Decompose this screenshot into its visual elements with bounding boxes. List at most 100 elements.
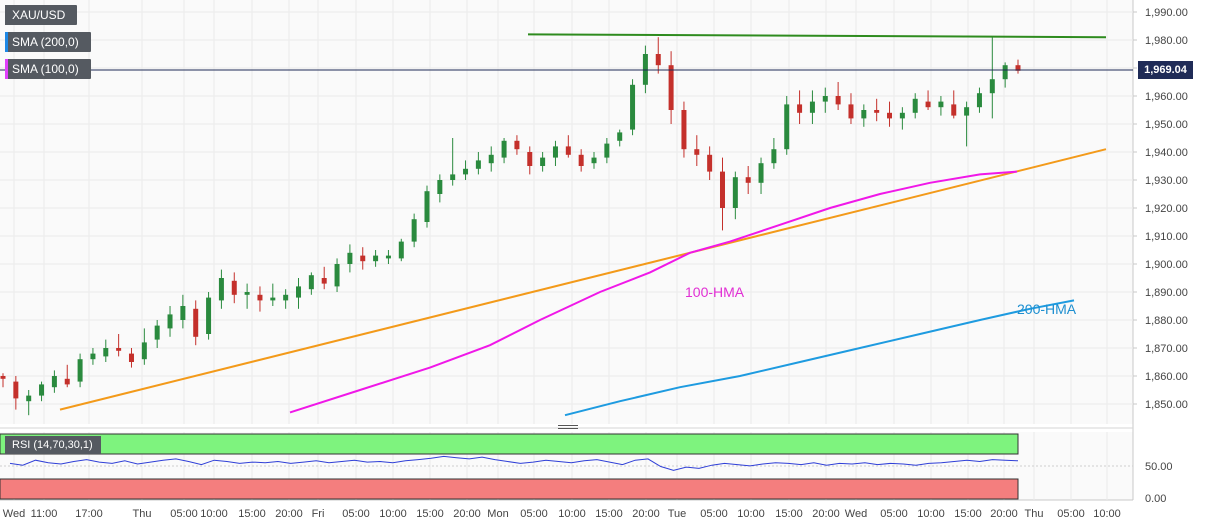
candle-body: [424, 191, 430, 222]
candle-body: [758, 163, 764, 183]
candle-body: [912, 98, 918, 113]
x-tick-label: 10:00: [558, 508, 586, 520]
symbol-text: XAU/USD: [12, 8, 66, 22]
candle-body: [861, 110, 867, 119]
hma200-annotation: 200-HMA: [1017, 301, 1077, 317]
x-tick-label: 05:00: [342, 508, 370, 520]
x-tick-label: Wed: [845, 508, 867, 520]
candle-body: [411, 219, 417, 242]
candle-body: [308, 275, 314, 290]
candle-body: [848, 104, 854, 119]
x-tick-label: Thu: [133, 508, 152, 520]
x-tick-label: 10:00: [379, 508, 407, 520]
hma100-annotation: 100-HMA: [685, 284, 745, 300]
candle-body: [450, 174, 456, 180]
x-tick-label: 10:00: [1093, 508, 1121, 520]
y-tick-label: 1,910.00: [1145, 231, 1188, 243]
candle-body: [784, 104, 790, 150]
candle-body: [565, 146, 571, 155]
candle-body: [231, 280, 237, 295]
candle-body: [437, 180, 443, 194]
y-tick-label: 1,940.00: [1145, 147, 1188, 159]
candle-body: [77, 359, 83, 382]
candle-body: [206, 297, 212, 334]
sma100-text: SMA (100,0): [12, 62, 79, 76]
candle-body: [26, 395, 32, 402]
x-tick-label: 10:00: [917, 508, 945, 520]
x-tick-label: 15:00: [775, 508, 803, 520]
y-tick-label: 1,990.00: [1145, 7, 1188, 19]
candle-body: [874, 110, 880, 113]
candle-body: [835, 96, 841, 105]
x-tick-label: 20:00: [453, 508, 481, 520]
sma200-text: SMA (200,0): [12, 35, 79, 49]
x-tick-label: Mon: [487, 508, 508, 520]
sma100-label[interactable]: SMA (100,0): [5, 59, 91, 79]
candle-body: [334, 264, 340, 287]
x-tick-label: 10:00: [200, 508, 228, 520]
candle-body: [655, 54, 661, 66]
candle-body: [347, 252, 353, 264]
sma200-swatch: [5, 32, 8, 52]
pane-resize-handle[interactable]: [558, 425, 578, 432]
candle-body: [797, 104, 803, 113]
hma200-line: [564, 299, 1075, 417]
candle-body: [591, 157, 597, 164]
y-tick-label: 1,890.00: [1145, 287, 1188, 299]
candle-body: [116, 348, 122, 351]
candle-body: [193, 308, 199, 337]
candle-body: [604, 143, 610, 158]
candle-body: [180, 306, 186, 320]
price-pane-bg: [0, 0, 1133, 424]
x-tick-label: 15:00: [238, 508, 266, 520]
y-tick-label: 1,980.00: [1145, 35, 1188, 47]
candle-body: [719, 171, 725, 208]
y-tick-label: 1,920.00: [1145, 203, 1188, 215]
candle-body: [373, 255, 379, 262]
candle-body: [514, 140, 520, 150]
x-tick-label: 10:00: [737, 508, 765, 520]
candle-body: [501, 140, 507, 158]
symbol-label: XAU/USD: [5, 5, 78, 25]
candle-body: [64, 378, 70, 385]
candle-body: [257, 294, 263, 301]
candle-body: [90, 353, 96, 360]
rsi-tick-0: 0.00: [1145, 493, 1166, 505]
x-tick-label: 05:00: [1057, 508, 1085, 520]
candle-body: [642, 54, 648, 85]
x-tick-label: Thu: [1025, 508, 1044, 520]
sma200-label[interactable]: SMA (200,0): [5, 32, 91, 52]
candle-body: [578, 154, 584, 166]
resistance-line: [527, 33, 1107, 39]
x-tick-label: 05:00: [700, 508, 728, 520]
candle-body: [270, 297, 276, 301]
x-tick-label: Tue: [668, 508, 687, 520]
candle-body: [218, 278, 224, 301]
x-tick-label: 05:00: [170, 508, 198, 520]
candle-body: [964, 107, 970, 116]
candle-body: [1015, 65, 1021, 71]
candle-body: [540, 157, 546, 166]
candle-body: [694, 149, 700, 155]
candle-body: [630, 84, 636, 130]
x-tick-label: 20:00: [990, 508, 1018, 520]
rsi-oversold-zone: [0, 478, 1019, 500]
candle-body: [681, 110, 687, 150]
candle-body: [296, 286, 302, 298]
y-tick-label: 1,860.00: [1145, 371, 1188, 383]
candle-body: [154, 325, 160, 340]
x-tick-label: 11:00: [31, 508, 58, 520]
candle-body: [668, 65, 674, 110]
candle-body: [51, 376, 57, 388]
candle-body: [938, 101, 944, 108]
last-price-badge: 1,969.04: [1138, 61, 1193, 79]
candle-body: [976, 93, 982, 108]
rsi-label[interactable]: RSI (14,70,30,1): [5, 436, 101, 454]
y-tick-label: 1,950.00: [1145, 119, 1188, 131]
x-tick-label: 05:00: [880, 508, 908, 520]
candle-body: [475, 160, 481, 169]
support-trendline: [59, 148, 1107, 411]
y-tick-label: 1,900.00: [1145, 259, 1188, 271]
